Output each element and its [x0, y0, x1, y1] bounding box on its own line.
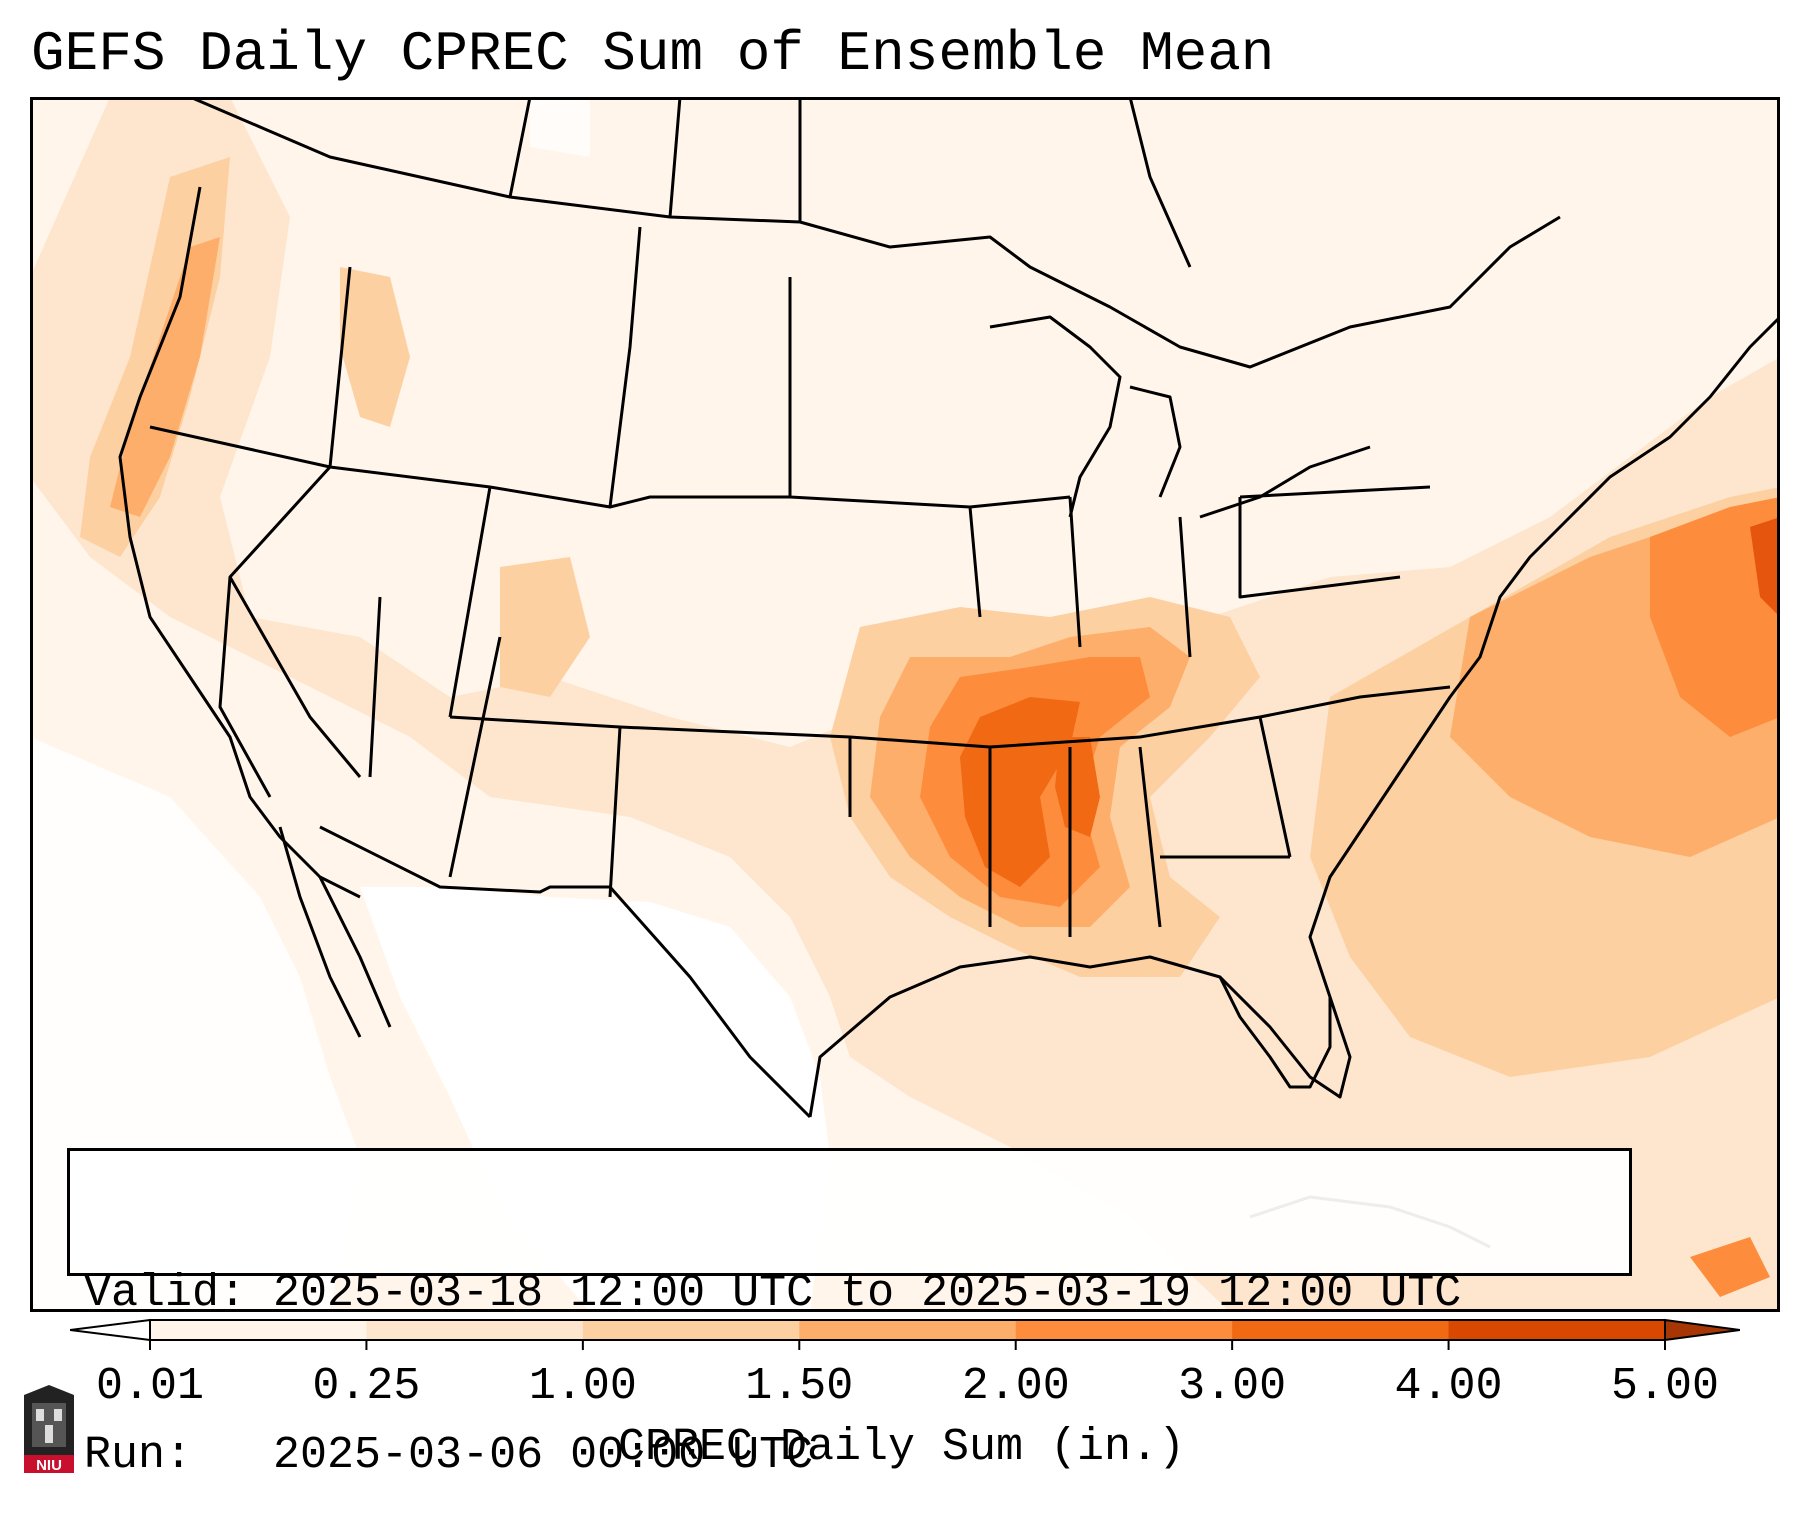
colorbar-segment	[366, 1320, 584, 1340]
colorbar-segments	[150, 1320, 1666, 1340]
atlantic-band-heavy	[1650, 497, 1780, 737]
colorado-patch	[500, 557, 590, 697]
colorbar-segment	[582, 1320, 800, 1340]
colorbar-tick-label: 1.50	[745, 1361, 854, 1412]
run-time-text: Run: 2025-03-06 00:00 UTC	[84, 1430, 814, 1481]
precipitation-map	[30, 97, 1780, 1312]
colorbar-under-extension	[70, 1318, 151, 1342]
alabama-core	[1055, 737, 1100, 837]
colorbar-tick-label: 5.00	[1610, 1361, 1720, 1412]
colorbar-tick-label: 2.00	[961, 1361, 1070, 1412]
colorbar-segment	[1232, 1320, 1450, 1340]
logo-text: NIU	[36, 1457, 62, 1474]
colorbar-tick-label: 0.25	[312, 1361, 421, 1412]
canada-dry-patch	[530, 97, 590, 157]
state-lines	[149, 226, 1451, 937]
colorbar-segment	[799, 1320, 1017, 1340]
niu-logo: NIU	[24, 1385, 74, 1474]
map-title: GEFS Daily CPREC Sum of Ensemble Mean	[31, 22, 1275, 86]
colorbar-axis-label: CPREC Daily Sum (in.)	[617, 1422, 1186, 1473]
rockies-band	[340, 267, 410, 427]
boundary-lines	[118, 97, 1780, 1249]
colorbar	[70, 1318, 1740, 1350]
colorbar-tick-label: 0.01	[95, 1361, 205, 1412]
great-lakes	[989, 315, 1371, 519]
atlantic-core	[1750, 517, 1780, 617]
colorbar-outline	[149, 1319, 1666, 1341]
west-coast	[118, 186, 361, 899]
canada-lines	[508, 97, 1192, 268]
colorbar-segment	[150, 1320, 367, 1340]
colorbar-tick-label: 3.00	[1178, 1361, 1287, 1412]
colorbar-over-extension	[1664, 1318, 1740, 1342]
pacific-nw-heavy	[110, 237, 220, 517]
validity-info-box: Valid: 2025-03-18 12:00 UTC to 2025-03-1…	[67, 1148, 1632, 1481]
colorbar-segment	[1015, 1320, 1233, 1340]
colorbar-segment	[1448, 1320, 1666, 1340]
us-canada-border	[189, 97, 1561, 369]
florida-outline	[1218, 976, 1332, 1089]
colorbar-tick-label: 1.00	[528, 1361, 637, 1412]
gulf-coast	[808, 816, 1372, 1118]
east-coast	[1368, 315, 1780, 818]
map-border	[30, 97, 1780, 1312]
colorbar-tick-marks	[149, 1340, 1666, 1350]
valid-time-text: Valid: 2025-03-18 12:00 UTC to 2025-03-1…	[84, 1268, 1462, 1319]
caribbean-patch	[1690, 1237, 1770, 1297]
colorbar-tick-label: 4.00	[1394, 1361, 1503, 1412]
baja-outline	[278, 826, 392, 1038]
us-mexico-border	[319, 825, 812, 1119]
